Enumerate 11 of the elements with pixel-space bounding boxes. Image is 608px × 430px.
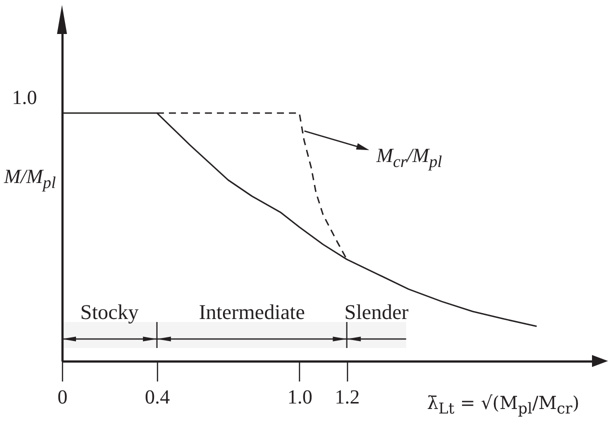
x-tick-label: 0.4 [144, 386, 170, 408]
text: 1.0 [12, 87, 37, 110]
band-label: Intermediate [198, 300, 305, 324]
legend-label: M$_{cr}$/M$_{pl}$ [376, 145, 442, 172]
band-label: Slender [344, 300, 409, 324]
x-tick-label: 1.0 [287, 386, 312, 408]
x-axis-title: λ̄$_{Lt}$ = √(M$_{pl}$/M$_{cr}$) [427, 392, 580, 418]
y-axis-title: M/M$_{pl}$ [4, 166, 56, 192]
x-tick-label: 0 [58, 386, 68, 408]
x-tick-label: 1.2 [334, 386, 360, 408]
band-label: Stocky [80, 300, 140, 324]
